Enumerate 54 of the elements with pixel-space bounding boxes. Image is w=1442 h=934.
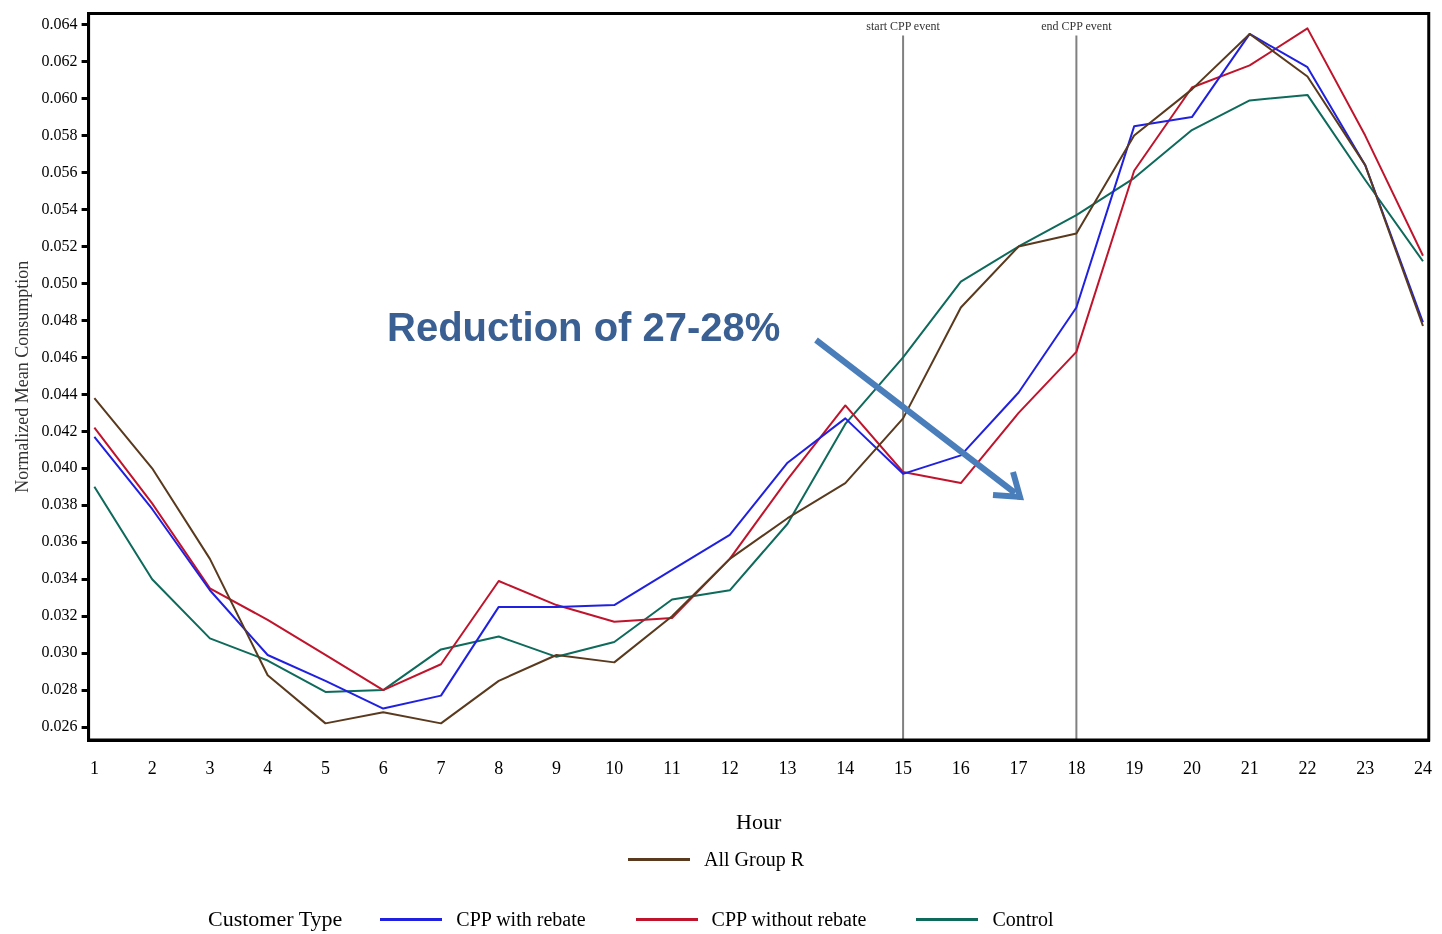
x-tick-label: 23 (1356, 757, 1375, 778)
x-tick-label: 1 (89, 757, 99, 778)
x-tick-label: 10 (605, 757, 624, 778)
y-tick-label: 0.052 (41, 236, 78, 254)
y-tick-label: 0.026 (41, 717, 78, 735)
y-tick-label: 0.050 (41, 273, 78, 291)
y-tick-label: 0.054 (41, 199, 78, 217)
y-axis-title: Normalized Mean Consumption (11, 260, 32, 493)
x-tick-label: 6 (378, 757, 388, 778)
x-tick-label: 8 (494, 757, 504, 778)
y-tick-label: 0.056 (41, 162, 78, 180)
x-tick-label: 14 (836, 757, 855, 778)
y-tick-label: 0.058 (41, 125, 78, 143)
x-tick-label: 24 (1413, 757, 1432, 778)
legend-label: CPP without rebate (711, 907, 867, 931)
x-tick-label: 21 (1240, 757, 1259, 778)
x-tick-label: 13 (778, 757, 797, 778)
legend-label: Control (992, 907, 1054, 931)
y-tick-label: 0.036 (41, 532, 78, 550)
y-tick-label: 0.048 (41, 310, 78, 328)
legend-label: CPP with rebate (456, 907, 586, 931)
y-tick-label: 0.040 (41, 458, 78, 476)
x-axis-title: Hour (736, 808, 782, 834)
x-tick-label: 11 (663, 757, 681, 778)
x-tick-label: 3 (205, 757, 215, 778)
y-tick-label: 0.030 (41, 643, 78, 661)
annotation: Reduction of 27-28% (387, 305, 781, 350)
y-tick-label: 0.028 (41, 680, 78, 698)
x-tick-label: 5 (320, 757, 330, 778)
y-tick-label: 0.062 (41, 51, 78, 69)
y-tick-label: 0.060 (41, 88, 78, 106)
y-tick-label: 0.046 (41, 347, 78, 365)
y-tick-label: 0.038 (41, 495, 78, 513)
x-tick-label: 15 (894, 757, 913, 778)
x-tick-label: 16 (951, 757, 970, 778)
x-tick-label: 7 (436, 757, 446, 778)
y-tick-label: 0.064 (41, 14, 78, 32)
ref-line-label: start CPP event (866, 18, 941, 33)
x-tick-label: 4 (263, 757, 273, 778)
x-tick-label: 22 (1298, 757, 1317, 778)
ref-line-label: end CPP event (1041, 18, 1113, 33)
x-tick-label: 19 (1125, 757, 1144, 778)
x-tick-label: 17 (1009, 757, 1028, 778)
x-tick-label: 12 (720, 757, 739, 778)
y-tick-label: 0.044 (41, 384, 78, 402)
legend-title: Customer Type (208, 906, 343, 932)
y-tick-label: 0.034 (41, 569, 78, 587)
x-tick-label: 2 (147, 757, 157, 778)
x-tick-label: 18 (1067, 757, 1086, 778)
legend-label: All Group R (704, 848, 804, 871)
x-tick-label: 9 (552, 757, 561, 778)
y-tick-label: 0.042 (41, 421, 78, 439)
y-tick-label: 0.032 (41, 606, 78, 624)
x-tick-label: 20 (1182, 757, 1201, 778)
